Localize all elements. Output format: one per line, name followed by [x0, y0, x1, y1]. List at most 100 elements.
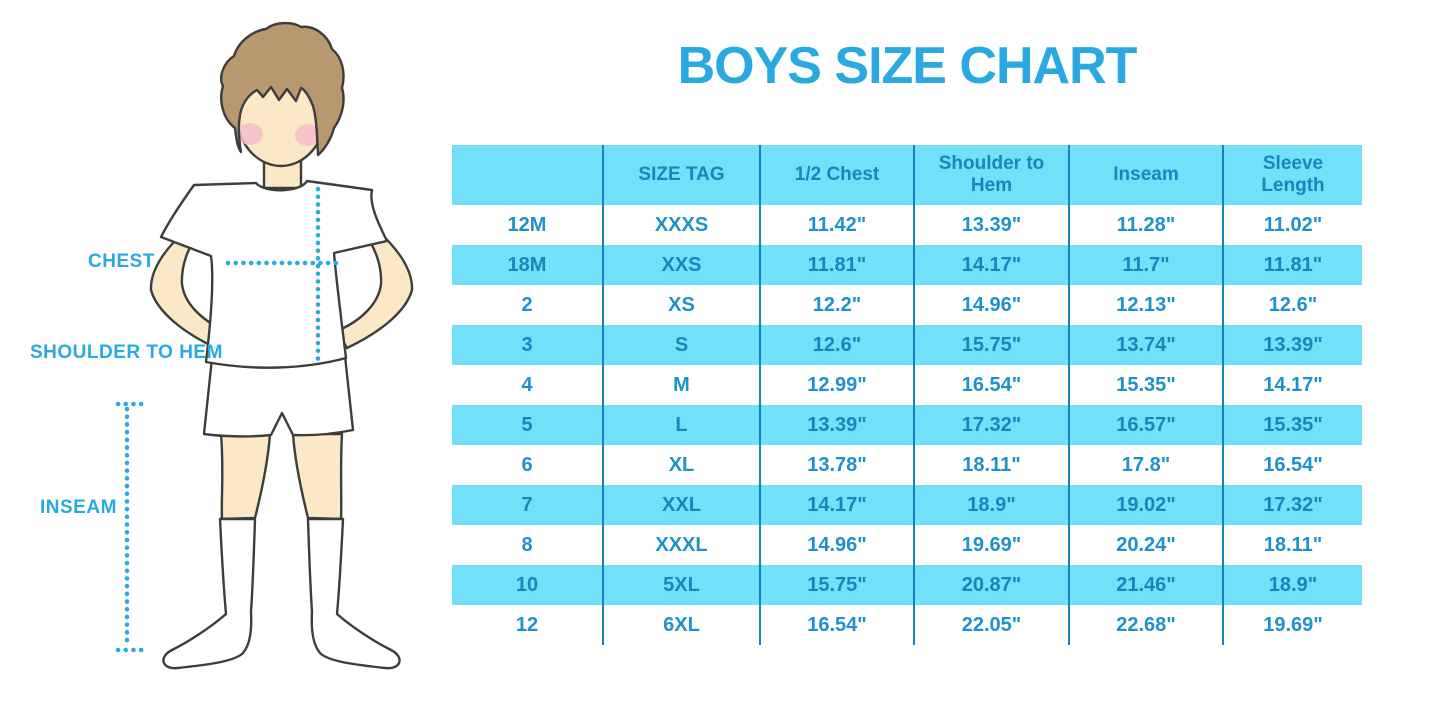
table-row: 6 XL 13.78" 18.11" 17.8" 16.54"	[452, 445, 1362, 485]
size-table-body: 12M XXXS 11.42" 13.39" 11.28" 11.02" 18M XXS 11.…	[452, 205, 1362, 645]
table-cell: 3	[452, 325, 603, 365]
table-cell: 17.32"	[913, 405, 1069, 445]
table-cell: 12.99"	[759, 365, 914, 405]
table-cell: 5XL	[602, 565, 760, 605]
table-cell: 17.32"	[1222, 485, 1362, 525]
table-cell: 12	[515, 613, 539, 636]
table-cell: 12.6"	[1222, 285, 1362, 325]
table-cell: 13.39"	[759, 405, 914, 445]
shoulder-to-hem-label: SHOULDER TO HEM	[30, 342, 223, 363]
table-cell: 11.28"	[1068, 205, 1223, 245]
table-row: 10 5XL 15.75" 20.87" 21.46" 18.9"	[452, 565, 1362, 605]
table-cell: 20.24"	[1068, 525, 1223, 565]
table-cell: 21.46"	[1068, 565, 1223, 605]
table-row: 18M XXS 11.81" 14.17" 11.7" 11.81"	[452, 245, 1362, 285]
table-cell: 15.75"	[913, 325, 1069, 365]
table-cell: 18.11"	[913, 445, 1069, 485]
table-cell: 16.57"	[1068, 405, 1223, 445]
header-cell-size-tag: SIZE TAG	[602, 145, 760, 205]
boy-hair	[220, 21, 345, 157]
table-cell: 12.6"	[759, 325, 914, 365]
table-cell: 14.17"	[759, 485, 914, 525]
boy-tshirt	[159, 179, 389, 369]
table-cell: 14.96"	[759, 525, 914, 565]
table-cell: 16.54"	[1222, 445, 1362, 485]
table-cell: 11.02"	[1222, 205, 1362, 245]
table-cell: 14.96"	[913, 285, 1069, 325]
header-row: SIZE TAG 1/2 Chest Shoulder to Hem Insea…	[452, 145, 1362, 205]
table-cell: 11.42"	[759, 205, 914, 245]
table-cell: 19.69"	[1222, 605, 1362, 645]
boy-left-leg	[219, 432, 272, 521]
table-row: 4 M 12.99" 16.54" 15.35" 14.17"	[452, 365, 1362, 405]
page-title: BOYS SIZE CHART	[677, 37, 1138, 95]
boy-measurement-illustration	[115, 21, 414, 670]
table-cell: 11.7"	[1068, 245, 1223, 285]
table-cell: 16.54"	[913, 365, 1069, 405]
boy-right-sock	[306, 517, 401, 670]
table-cell: 2	[521, 293, 533, 316]
header-cell-inseam: Inseam	[1068, 145, 1223, 205]
boy-right-arm	[335, 223, 414, 350]
table-cell: 16.54"	[759, 605, 914, 645]
table-cell: L	[602, 405, 760, 445]
table-cell: XXS	[602, 245, 760, 285]
table-row: 12 6XL 16.54" 22.05" 22.68" 19.69"	[452, 605, 1362, 645]
table-cell: 14.17"	[1222, 365, 1362, 405]
table-cell: XL	[602, 445, 760, 485]
table-cell: 12.13"	[1068, 285, 1223, 325]
table-cell: 22.05"	[913, 605, 1069, 645]
inseam-label: INSEAM	[40, 497, 117, 518]
boy-blush-left	[237, 123, 263, 145]
table-row: 2 XS 12.2" 14.96" 12.13" 12.6"	[452, 285, 1362, 325]
table-row: 3 S 12.6" 15.75" 13.74" 13.39"	[452, 325, 1362, 365]
table-cell: 13.74"	[1068, 325, 1223, 365]
table-cell: 19.69"	[913, 525, 1069, 565]
table-cell: 17.8"	[1068, 445, 1223, 485]
header-cell-size	[452, 145, 603, 205]
table-cell: 6	[521, 453, 533, 476]
table-cell: 15.35"	[1222, 405, 1362, 445]
table-cell: 11.81"	[759, 245, 914, 285]
chest-label: CHEST	[88, 251, 155, 272]
table-cell: 22.68"	[1068, 605, 1223, 645]
table-cell: XS	[602, 285, 760, 325]
table-cell: 11.81"	[1222, 245, 1362, 285]
size-table-header: SIZE TAG 1/2 Chest Shoulder to Hem Insea…	[452, 145, 1362, 205]
table-cell: 18.11"	[1222, 525, 1362, 565]
table-cell: 20.87"	[913, 565, 1069, 605]
table-row: 12M XXXS 11.42" 13.39" 11.28" 11.02"	[452, 205, 1362, 245]
table-cell: XXXL	[602, 525, 760, 565]
table-cell: 13.39"	[1222, 325, 1362, 365]
table-cell: 6XL	[602, 605, 760, 645]
table-cell: 7	[452, 485, 603, 525]
table-cell: 14.17"	[913, 245, 1069, 285]
table-cell: S	[602, 325, 760, 365]
table-cell: 15.75"	[759, 565, 914, 605]
table-cell: 12M	[507, 213, 547, 236]
header-cell-sleeve-length: Sleeve Length	[1222, 145, 1362, 205]
table-cell: M	[602, 365, 760, 405]
table-cell: 19.02"	[1068, 485, 1223, 525]
table-cell: 8	[521, 533, 533, 556]
table-cell: XXXS	[602, 205, 760, 245]
table-cell: 4	[521, 373, 533, 396]
table-row: 5 L 13.39" 17.32" 16.57" 15.35"	[452, 405, 1362, 445]
table-cell: 18M	[452, 245, 603, 285]
table-cell: 13.39"	[913, 205, 1069, 245]
table-cell: 13.78"	[759, 445, 914, 485]
table-cell: 12.2"	[759, 285, 914, 325]
boy-right-leg	[291, 432, 344, 521]
boy-blush-right	[295, 124, 321, 146]
boy-left-sock	[162, 517, 257, 670]
table-row: 7 XXL 14.17" 18.9" 19.02" 17.32"	[452, 485, 1362, 525]
table-cell: 18.9"	[913, 485, 1069, 525]
header-cell-shoulder-to-hem: Shoulder to Hem	[913, 145, 1069, 205]
table-cell: 10	[452, 565, 603, 605]
size-chart-table: SIZE TAG 1/2 Chest Shoulder to Hem Insea…	[452, 145, 1362, 645]
header-cell-half-chest: 1/2 Chest	[759, 145, 914, 205]
table-cell: XXL	[602, 485, 760, 525]
table-cell: 15.35"	[1068, 365, 1223, 405]
table-cell: 5	[452, 405, 603, 445]
table-cell: 18.9"	[1222, 565, 1362, 605]
